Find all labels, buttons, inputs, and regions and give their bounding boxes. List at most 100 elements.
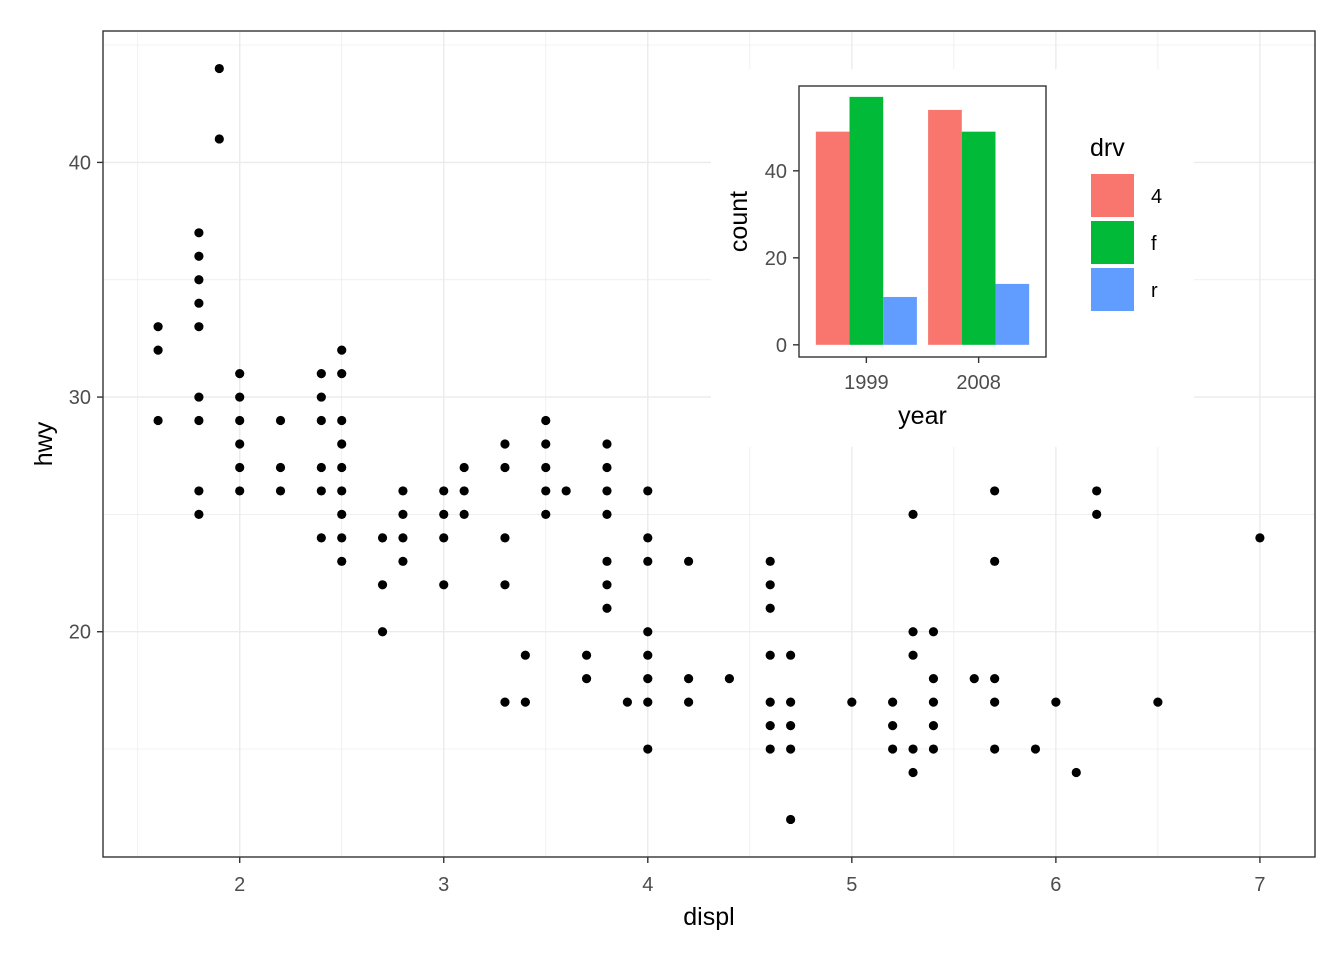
data-point: [602, 580, 612, 590]
y-tick-label: 30: [69, 387, 91, 409]
data-point: [541, 439, 551, 449]
data-point: [194, 322, 204, 332]
data-point: [643, 556, 653, 566]
data-point: [377, 627, 388, 637]
data-point: [214, 63, 224, 74]
legend-key-4: [1091, 174, 1134, 217]
data-point: [541, 462, 551, 473]
inset-bar-chart: 1999 2008 0 20 40 year count drv 4 f r: [711, 69, 1194, 447]
data-point: [888, 697, 898, 707]
data-point: [316, 392, 326, 402]
data-point: [377, 533, 388, 543]
data-point: [541, 415, 551, 426]
data-point: [500, 462, 510, 473]
data-point: [275, 462, 286, 473]
data-point: [520, 650, 530, 660]
data-point: [990, 744, 1000, 754]
data-point: [500, 439, 510, 449]
data-point: [235, 486, 245, 496]
inset-panel-border: [798, 85, 1047, 358]
data-point: [459, 462, 469, 473]
data-point: [786, 744, 796, 754]
data-point: [337, 533, 347, 543]
data-point: [337, 556, 347, 566]
data-point: [459, 509, 469, 519]
data-point: [928, 720, 939, 731]
data-point: [337, 486, 347, 496]
data-point: [643, 674, 653, 684]
x-tick-label: 2: [234, 874, 245, 896]
data-point: [643, 533, 653, 543]
data-point: [969, 674, 979, 684]
x-tick-label: 7: [1254, 874, 1265, 896]
data-point: [643, 486, 653, 496]
inset-bars: [815, 96, 1030, 345]
data-point: [337, 345, 347, 355]
data-point: [643, 697, 653, 707]
data-point: [908, 767, 918, 778]
data-point: [541, 509, 551, 519]
data-point: [316, 462, 326, 473]
data-point: [990, 556, 1000, 566]
inset-y-ticks: 0 20 40: [765, 161, 799, 357]
data-point: [235, 439, 245, 449]
main-y-ticks: 20 30 40: [69, 152, 103, 644]
data-point: [765, 603, 775, 613]
data-point: [1092, 486, 1102, 496]
data-point: [1030, 744, 1041, 754]
y-tick-label: 20: [69, 622, 91, 644]
inset-x-ticks: 1999 2008: [844, 357, 1001, 394]
data-point: [888, 720, 898, 731]
data-point: [602, 439, 612, 449]
data-point: [561, 486, 571, 496]
data-point: [990, 486, 1000, 496]
data-point: [622, 697, 632, 707]
data-point: [990, 674, 1000, 684]
data-point: [337, 415, 347, 426]
bar-1999-f: [849, 96, 884, 345]
data-point: [724, 674, 735, 684]
inset-y-tick-label: 20: [765, 248, 787, 270]
data-point: [316, 415, 326, 426]
data-point: [908, 627, 918, 637]
data-point: [888, 744, 898, 754]
data-point: [908, 509, 918, 519]
data-point: [235, 392, 245, 402]
legend-key-f: [1091, 221, 1134, 264]
legend-items: 4 f r: [1091, 174, 1162, 311]
bar-1999-r: [883, 296, 917, 345]
data-point: [581, 650, 592, 660]
data-point: [786, 650, 796, 660]
data-point: [786, 720, 796, 731]
legend: drv 4 f r: [1090, 134, 1162, 311]
data-point: [1051, 697, 1061, 707]
data-point: [643, 650, 653, 660]
data-point: [194, 298, 204, 308]
data-point: [786, 697, 796, 707]
data-point: [398, 556, 408, 566]
data-point: [439, 486, 449, 496]
data-point: [602, 509, 612, 519]
main-y-axis-title: hwy: [30, 421, 58, 466]
main-x-axis-title: displ: [683, 903, 734, 931]
data-point: [1092, 509, 1102, 519]
data-point: [194, 251, 204, 261]
data-point: [500, 580, 510, 590]
data-point: [153, 345, 163, 355]
data-point: [847, 697, 857, 707]
inset-x-axis-title: year: [898, 402, 947, 430]
data-point: [398, 486, 408, 496]
data-point: [235, 415, 245, 426]
data-point: [1071, 767, 1081, 778]
data-point: [602, 486, 612, 496]
data-point: [398, 509, 408, 519]
x-tick-label: 3: [438, 874, 449, 896]
x-tick-label: 6: [1050, 874, 1061, 896]
x-tick-label: 5: [846, 874, 857, 896]
data-point: [316, 486, 326, 496]
data-point: [194, 486, 204, 496]
y-tick-label: 40: [69, 152, 91, 174]
x-tick-label: 4: [642, 874, 653, 896]
scatter-points: [153, 63, 1265, 825]
